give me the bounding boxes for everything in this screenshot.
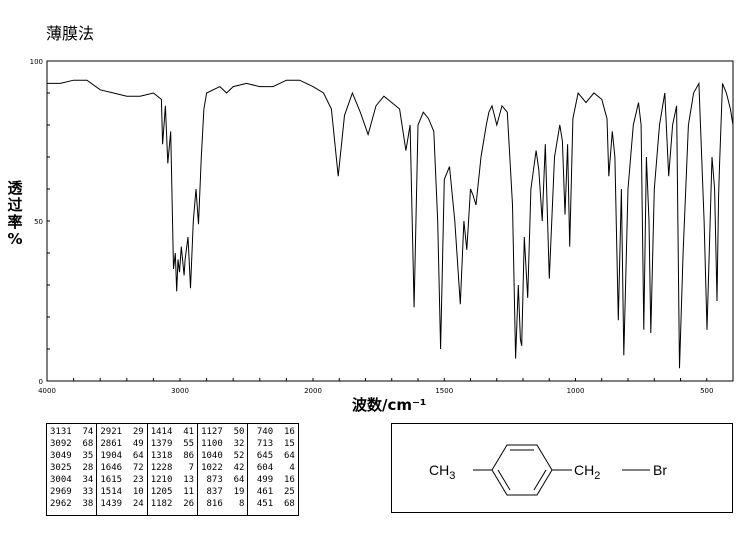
peak-entry: 740 16 — [251, 427, 295, 437]
peak-entry: 873 64 — [201, 475, 245, 485]
peak-entry: 1040 52 — [201, 451, 245, 461]
peak-entry: 604 4 — [251, 463, 295, 473]
page-title: 薄膜法 — [46, 24, 95, 43]
peak-column: 1127 50 1100 32 1040 52 1022 42 873 64 8… — [197, 423, 249, 516]
peak-entry: 1904 64 — [100, 451, 144, 461]
bromine-atom: Br — [653, 462, 667, 478]
peak-entry: 1439 24 — [100, 499, 144, 509]
peak-entry: 837 19 — [201, 487, 245, 497]
benzene-ring — [491, 444, 553, 496]
peak-entry: 2962 38 — [50, 499, 94, 509]
peak-entry: 1615 23 — [100, 475, 144, 485]
y-axis-label-char: % — [7, 230, 23, 248]
peak-entry: 2861 49 — [100, 439, 144, 449]
y-tick-label: 50 — [34, 218, 43, 226]
peak-entry: 499 16 — [251, 475, 295, 485]
peak-entry: 451 68 — [251, 499, 295, 509]
methylene-group: CH2 — [574, 462, 600, 482]
peak-entry: 1182 26 — [150, 499, 195, 509]
peak-column: 2921 29 2861 49 1904 64 1646 72 1615 23 … — [96, 423, 148, 516]
y-axis-label-char: 率 — [7, 213, 23, 231]
y-tick-label: 100 — [30, 58, 43, 66]
peak-entry: 2921 29 — [100, 427, 144, 437]
x-tick-label: 3000 — [171, 387, 189, 395]
peak-entry: 3049 35 — [50, 451, 94, 461]
peak-entry: 3025 28 — [50, 463, 94, 473]
structure-diagram: CH3 CH2 Br — [429, 444, 667, 496]
peak-entry: 3004 34 — [50, 475, 94, 485]
y-axis-label-char: 过 — [7, 196, 23, 214]
peak-entry: 1514 10 — [100, 487, 144, 497]
peak-entry: 1205 11 — [150, 487, 195, 497]
peak-entry: 1228 7 — [150, 463, 195, 473]
peak-entry: 3131 74 — [50, 427, 94, 437]
x-axis-label: 波数/cm⁻¹ — [352, 396, 427, 414]
peak-entry: 1318 86 — [150, 451, 195, 461]
peak-entry: 1414 41 — [150, 427, 195, 437]
peak-entry: 1100 32 — [201, 439, 245, 449]
peak-entry: 461 25 — [251, 487, 295, 497]
peak-entry: 1127 50 — [201, 427, 245, 437]
peak-column: 1414 41 1379 55 1318 86 1228 7 1210 13 1… — [146, 423, 199, 516]
peak-column: 3131 74 3092 68 3049 35 3025 28 3004 34 … — [45, 423, 98, 516]
peak-entry: 713 15 — [251, 439, 295, 449]
structure-panel: CH3 CH2 Br — [391, 423, 733, 513]
peak-table: 3131 74 3092 68 3049 35 3025 28 3004 34 … — [45, 423, 299, 516]
peak-entry: 1379 55 — [150, 439, 195, 449]
peak-column: 740 16 713 15 645 64 604 4 499 16 461 25… — [247, 423, 299, 516]
methyl-group: CH3 — [429, 462, 455, 482]
x-axis-ticks: 4000 3000 2000 1500 1000 500 — [38, 378, 734, 395]
y-tick-label: 0 — [39, 378, 43, 386]
peak-entry: 3092 68 — [50, 439, 94, 449]
x-tick-label: 1500 — [435, 387, 453, 395]
peak-entry: 816 8 — [201, 499, 245, 509]
y-axis-label-char: 透 — [7, 179, 23, 197]
transmittance-line — [47, 79, 734, 369]
peak-entry: 1210 13 — [150, 475, 195, 485]
plot-frame — [46, 60, 734, 382]
y-axis-ticks: 100 50 0 — [30, 58, 50, 386]
x-tick-label: 500 — [700, 387, 713, 395]
y-axis-label: 透 过 率 % — [4, 180, 26, 248]
x-tick-label: 4000 — [38, 387, 56, 395]
x-tick-label: 1000 — [567, 387, 585, 395]
peak-entry: 1022 42 — [201, 463, 245, 473]
peak-entry: 2969 33 — [50, 487, 94, 497]
peak-entry: 645 64 — [251, 451, 295, 461]
peak-entry: 1646 72 — [100, 463, 144, 473]
x-tick-label: 2000 — [304, 387, 322, 395]
